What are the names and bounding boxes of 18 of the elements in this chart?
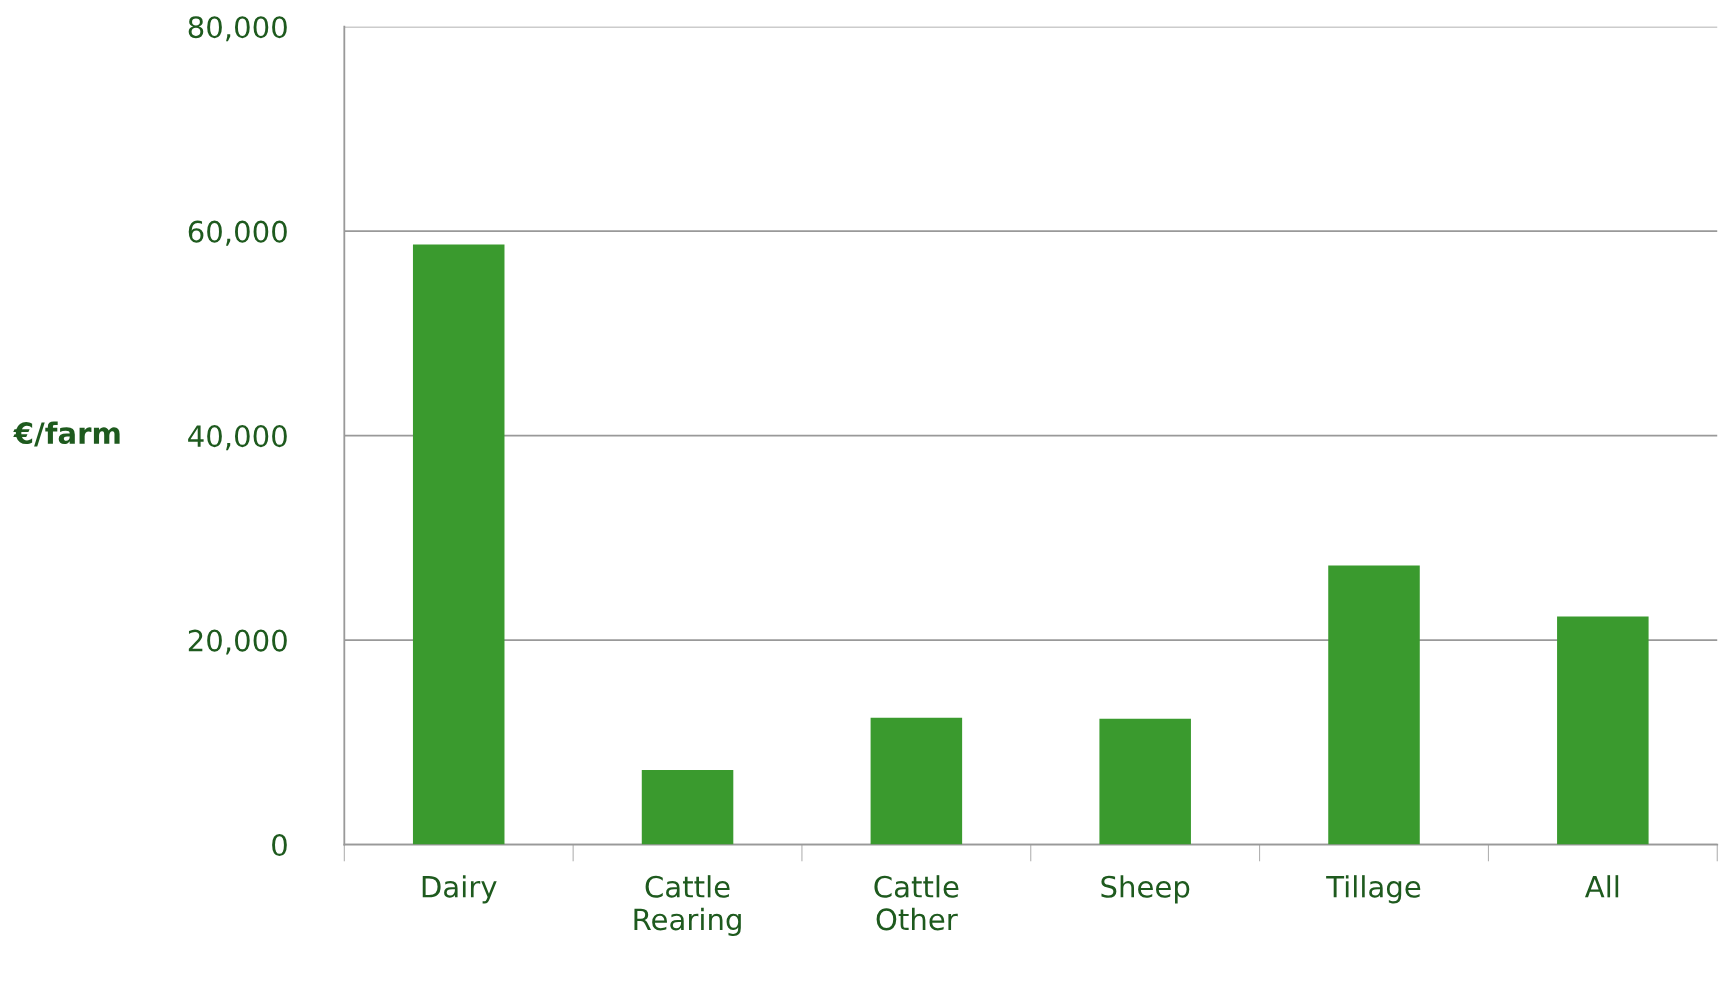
bar — [641, 769, 734, 845]
y-tick-label: 80,000 — [188, 16, 287, 42]
x-tick-label: All — [1584, 875, 1619, 898]
y-tick-label: 0 — [272, 834, 287, 857]
y-axis-title: €/farm — [13, 421, 120, 447]
x-tick-label: Dairy — [422, 875, 497, 904]
x-tick-label: Cattle Other — [874, 875, 959, 931]
y-tick-label: 40,000 — [188, 425, 287, 451]
x-tick-label: Tillage — [1326, 875, 1421, 904]
x-tick-label: Sheep — [1101, 875, 1190, 904]
bar — [1328, 565, 1420, 845]
bar — [1557, 616, 1649, 845]
bar — [870, 717, 963, 845]
y-tick-label: 60,000 — [188, 220, 287, 246]
bar — [1099, 718, 1191, 845]
y-tick-label: 20,000 — [188, 629, 287, 655]
x-tick-label: Cattle Rearing — [634, 875, 741, 937]
bar — [412, 244, 505, 845]
